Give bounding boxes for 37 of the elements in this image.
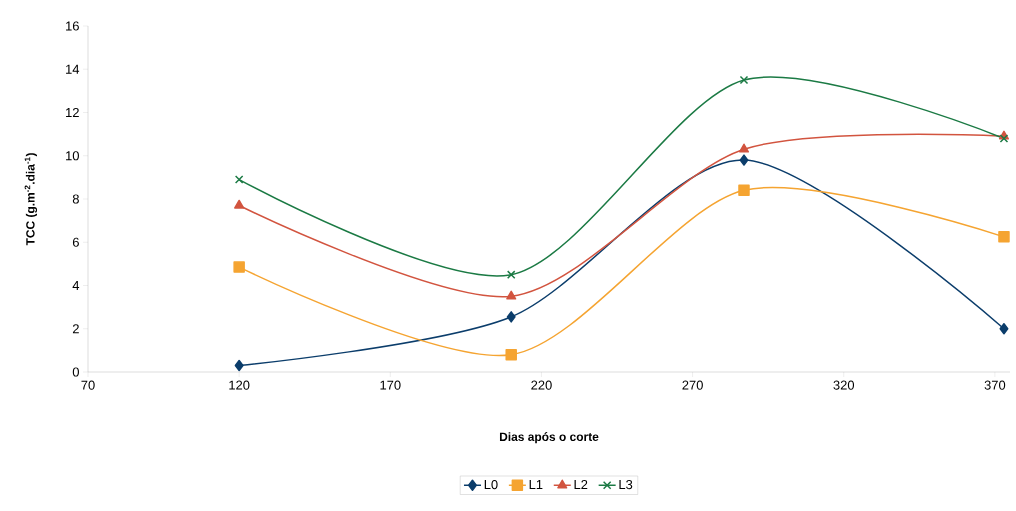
point: [738, 184, 750, 197]
y-tick-label: 2: [72, 324, 79, 334]
point: [998, 231, 1010, 243]
point: [739, 154, 749, 166]
legend-label: L3: [619, 479, 633, 490]
x-axis-title: Dias após o corte: [499, 432, 599, 444]
point: [506, 311, 516, 323]
point: [739, 75, 749, 85]
y-tick-label: 8: [72, 194, 79, 204]
y-tick-label: 0: [72, 367, 79, 377]
point: [234, 359, 244, 372]
x-tick-label: 320: [833, 380, 855, 390]
point: [505, 348, 517, 361]
legend-label: L2: [574, 479, 588, 490]
legend-label: L1: [529, 480, 543, 489]
x-tick-label: 370: [984, 380, 1006, 390]
point: [506, 270, 516, 279]
y-tick-label: 12: [66, 107, 79, 118]
point: [999, 134, 1009, 143]
y-tick-label: 4: [72, 281, 80, 290]
y-tick-label: 16: [66, 21, 79, 31]
x-tick-label: 70: [81, 380, 95, 390]
point: [738, 143, 750, 153]
point: [233, 261, 245, 273]
y-tick-label: 6: [72, 237, 79, 247]
x-tick-label: 120: [229, 380, 250, 390]
x-tick-label: 220: [531, 380, 552, 390]
point: [234, 199, 245, 209]
point: [506, 290, 517, 300]
x-tick-label: 270: [682, 380, 703, 390]
y-tick-label: 10: [66, 151, 79, 161]
point: [999, 323, 1009, 335]
legend-label: L0: [484, 479, 498, 490]
point: [234, 175, 244, 184]
y-axis-title: TCC (g.m$^{-2}$.dia$^{-1}$): [24, 153, 38, 246]
x-tick-label: 170: [380, 380, 401, 390]
y-tick-label: 14: [66, 64, 80, 74]
